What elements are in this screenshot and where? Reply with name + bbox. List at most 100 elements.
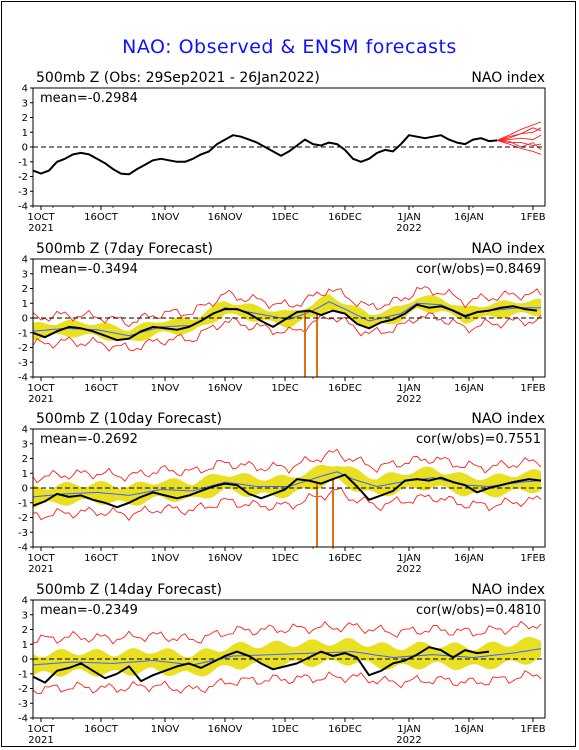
- y-tick-label: 2: [22, 113, 28, 124]
- x-tick-label: 1DEC: [271, 212, 298, 223]
- x-tick-label: 1JAN: [397, 383, 420, 394]
- x-tick-label: 16JAN: [454, 724, 484, 735]
- y-tick-label: 2: [22, 454, 28, 465]
- ensemble-member-5: [496, 139, 542, 155]
- x-tick-label: 1FEB: [520, 724, 545, 735]
- y-tick-label: 3: [22, 610, 28, 621]
- y-tick-label: 4: [22, 596, 28, 607]
- y-tick-label: -3: [18, 187, 28, 198]
- panel-index-label: NAO index: [471, 582, 545, 598]
- y-tick-label: 0: [22, 143, 28, 154]
- mean-label-bg: [38, 90, 140, 107]
- y-tick-label: 0: [22, 655, 28, 666]
- x-tick-year-label: 2022: [396, 735, 421, 746]
- x-tick-label: 1OCT: [27, 212, 55, 223]
- ensemble-member-7: [496, 127, 542, 141]
- panel-3: [30, 428, 546, 551]
- y-tick-label: 3: [22, 439, 28, 450]
- x-tick-year-label: 2021: [28, 223, 53, 234]
- x-tick-label: 1OCT: [27, 383, 55, 394]
- x-tick-label: 1FEB: [520, 212, 545, 223]
- mean-label-bg: [38, 431, 140, 448]
- panel-index-label: NAO index: [471, 411, 545, 427]
- x-tick-label: 16OCT: [84, 212, 119, 223]
- y-tick-label: -1: [18, 157, 28, 168]
- x-tick-label: 16OCT: [84, 553, 119, 564]
- y-tick-label: -2: [18, 172, 28, 183]
- y-tick-label: 0: [22, 314, 28, 325]
- forecast-line: [32, 473, 542, 509]
- mean-label: mean=-0.2692: [40, 432, 138, 447]
- y-tick-label: -4: [18, 202, 28, 213]
- x-tick-label: 16DEC: [328, 724, 362, 735]
- envelope-lower-line: [32, 312, 542, 352]
- x-tick-label: 1JAN: [397, 212, 420, 223]
- ensemble-member-3: [496, 134, 542, 141]
- y-tick-label: 1: [22, 640, 28, 651]
- x-tick-label: 16NOV: [208, 212, 243, 223]
- envelope-upper-line: [32, 620, 542, 645]
- y-tick-label: -1: [18, 669, 28, 680]
- x-tick-year-label: 2021: [28, 564, 53, 575]
- panel-heading: 500mb Z (10day Forecast): [36, 411, 222, 427]
- y-tick-label: -2: [18, 513, 28, 524]
- y-tick-label: 4: [22, 84, 28, 95]
- x-tick-label: 16OCT: [84, 724, 119, 735]
- forecast-line: [32, 303, 538, 342]
- correlation-label-bg: [414, 261, 543, 278]
- x-tick-label: 1FEB: [520, 383, 545, 394]
- figure-title: NAO: Observed & ENSM forecasts: [122, 36, 457, 58]
- x-tick-label: 1JAN: [397, 724, 420, 735]
- panel-1: [30, 87, 546, 210]
- y-tick-label: -1: [18, 328, 28, 339]
- x-tick-label: 1NOV: [151, 383, 180, 394]
- y-tick-label: 2: [22, 284, 28, 295]
- x-tick-label: 1NOV: [151, 212, 180, 223]
- panel-index-label: NAO index: [471, 241, 545, 257]
- x-tick-label: 16DEC: [328, 212, 362, 223]
- x-tick-year-label: 2022: [396, 223, 421, 234]
- spread-band: [33, 636, 541, 677]
- observed-line: [32, 134, 498, 176]
- x-tick-label: 16NOV: [208, 724, 243, 735]
- y-tick-label: 4: [22, 255, 28, 266]
- x-tick-label: 16NOV: [208, 383, 243, 394]
- x-tick-label: 1OCT: [27, 724, 55, 735]
- x-tick-year-label: 2021: [28, 735, 53, 746]
- y-tick-label: 1: [22, 469, 28, 480]
- panel-heading: 500mb Z (14day Forecast): [36, 582, 222, 598]
- x-tick-label: 16JAN: [454, 553, 484, 564]
- panel-heading: 500mb Z (Obs: 29Sep2021 - 26Jan2022): [36, 70, 320, 86]
- x-tick-label: 1FEB: [520, 553, 545, 564]
- envelope-lower-line: [32, 487, 542, 522]
- y-tick-label: 1: [22, 128, 28, 139]
- y-tick-label: 4: [22, 425, 28, 436]
- panel-4: [30, 599, 546, 722]
- x-tick-label: 1NOV: [151, 724, 180, 735]
- panel-2: [30, 258, 546, 381]
- y-tick-label: 3: [22, 98, 28, 109]
- x-tick-year-label: 2022: [396, 564, 421, 575]
- correlation-label: cor(w/obs)=0.8469: [416, 262, 541, 277]
- y-tick-label: -3: [18, 528, 28, 539]
- y-tick-label: -4: [18, 543, 28, 554]
- y-tick-label: -4: [18, 714, 28, 725]
- y-tick-label: 2: [22, 625, 28, 636]
- x-tick-label: 1NOV: [151, 553, 180, 564]
- y-tick-label: -1: [18, 498, 28, 509]
- forecast-line: [32, 646, 490, 684]
- y-tick-label: -3: [18, 358, 28, 369]
- envelope-upper-line: [32, 448, 542, 484]
- mean-label-bg: [38, 261, 140, 278]
- x-tick-label: 16NOV: [208, 553, 243, 564]
- ensemble-member-1: [496, 121, 542, 141]
- x-tick-label: 1DEC: [271, 553, 298, 564]
- y-tick-label: 3: [22, 269, 28, 280]
- mean-label-bg: [38, 602, 140, 619]
- x-tick-label: 16OCT: [84, 383, 119, 394]
- x-tick-label: 16DEC: [328, 553, 362, 564]
- panel-index-label: NAO index: [471, 70, 545, 86]
- x-tick-label: 16DEC: [328, 383, 362, 394]
- y-tick-label: -4: [18, 373, 28, 384]
